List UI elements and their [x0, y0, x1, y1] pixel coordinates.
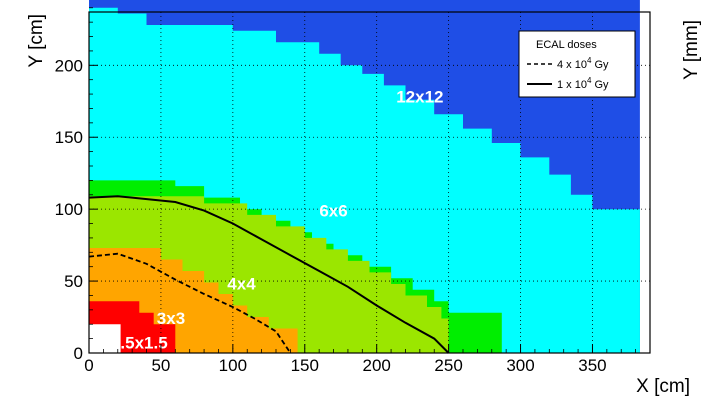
region-label-3x3: 3x3 [157, 309, 185, 328]
dose-curve-layer [88, 195, 450, 354]
x-tick-label: 250 [434, 356, 462, 375]
x-tick-label: 100 [219, 356, 247, 375]
legend: ECAL doses 4 x 104 Gy 1 x 104 Gy [518, 30, 636, 98]
legend-entry-4e4-base: 4 x 10 [557, 59, 587, 71]
dose-curve-4e4 [88, 252, 292, 354]
region-label-4x4: 4x4 [227, 275, 256, 294]
y-tick-label: 50 [64, 272, 83, 291]
region-layer [89, 0, 640, 354]
legend-entry-1e4: 1 x 104 Gy [557, 76, 609, 91]
legend-entry-4e4-exp: 4 [587, 56, 592, 65]
x-tick-label: 150 [291, 356, 319, 375]
legend-entry-1e4-exp: 4 [587, 76, 592, 85]
region-beam_hole [89, 324, 121, 353]
x-tick-label: 50 [151, 356, 170, 375]
tick-layer: 050100150200250300350050100150200250300 [55, 0, 651, 375]
legend-box [518, 30, 636, 98]
y-axis-label: Y [cm] [26, 14, 47, 68]
y-tick-label: 100 [55, 200, 83, 219]
legend-entry-1e4-unit: Gy [591, 79, 609, 91]
region-label-6x6: 6x6 [319, 201, 347, 220]
x-tick-label: 350 [578, 356, 606, 375]
region-label-12x12: 12x12 [396, 88, 443, 107]
plot-frame [88, 11, 651, 354]
legend-entry-1e4-base: 1 x 10 [557, 79, 587, 91]
y-tick-label: 0 [74, 344, 83, 363]
x-axis-label: X [cm] [636, 376, 690, 397]
y-tick-label: 250 [55, 0, 83, 3]
y-tick-label: 150 [55, 128, 83, 147]
y-tick-label: 200 [55, 56, 83, 75]
right-axis-label: Y [mm] [681, 20, 701, 80]
dose-curve-1e4 [88, 195, 450, 354]
region-label-1.5x1.5: 1.5x1.5 [111, 334, 168, 353]
x-tick-label: 0 [84, 356, 93, 375]
x-tick-label: 200 [363, 356, 391, 375]
legend-entry-4e4: 4 x 104 Gy [557, 56, 609, 71]
legend-title: ECAL doses [536, 39, 597, 51]
region-label-layer: 12x12 6x6 4x4 3x3 1.5x1.5 [111, 88, 444, 353]
legend-entry-4e4-unit: Gy [591, 59, 609, 71]
x-tick-label: 300 [506, 356, 534, 375]
